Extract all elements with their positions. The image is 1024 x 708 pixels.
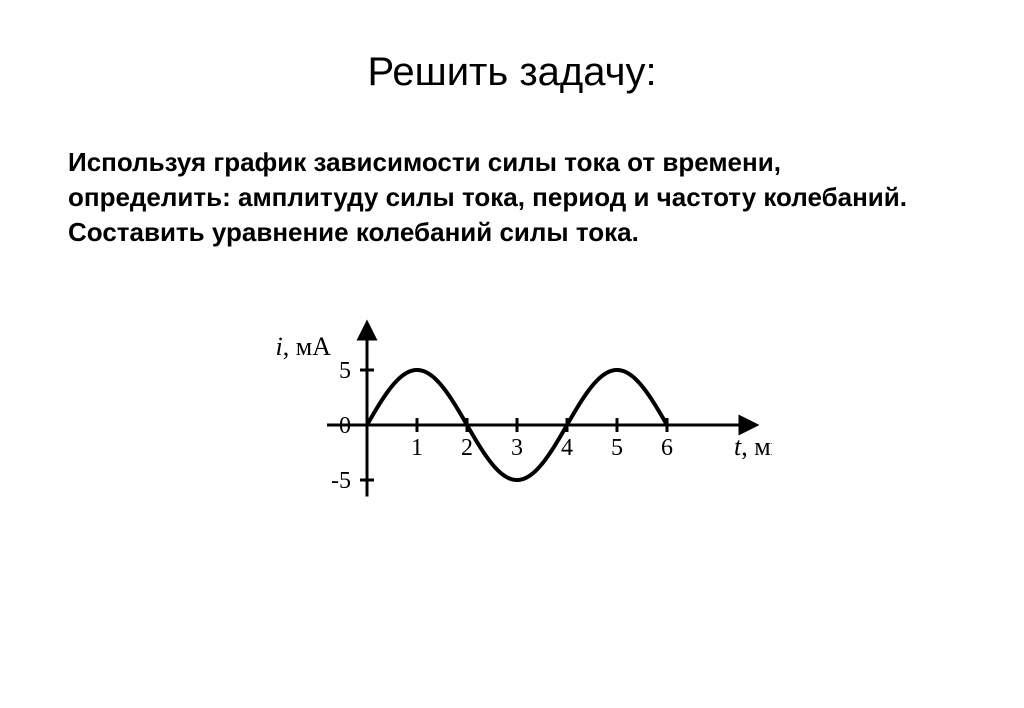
svg-text:5: 5 — [611, 435, 623, 461]
svg-text:2: 2 — [461, 435, 473, 461]
chart-container: -5 0 5 1 2 3 4 5 6 i, мА t, мкс — [60, 280, 964, 540]
svg-text:i, мА: i, мА — [276, 332, 332, 361]
svg-text:6: 6 — [661, 435, 673, 461]
svg-text:-5: -5 — [331, 468, 351, 494]
current-vs-time-chart: -5 0 5 1 2 3 4 5 6 i, мА t, мкс — [252, 280, 772, 540]
svg-text:5: 5 — [339, 358, 351, 384]
svg-text:3: 3 — [511, 435, 523, 461]
problem-text: Используя график зависимости силы тока о… — [68, 145, 924, 250]
page-title: Решить задачу: — [60, 50, 964, 95]
svg-text:4: 4 — [561, 435, 573, 461]
svg-text:1: 1 — [411, 435, 423, 461]
svg-text:0: 0 — [339, 413, 351, 439]
svg-text:t, мкс: t, мкс — [734, 432, 772, 461]
